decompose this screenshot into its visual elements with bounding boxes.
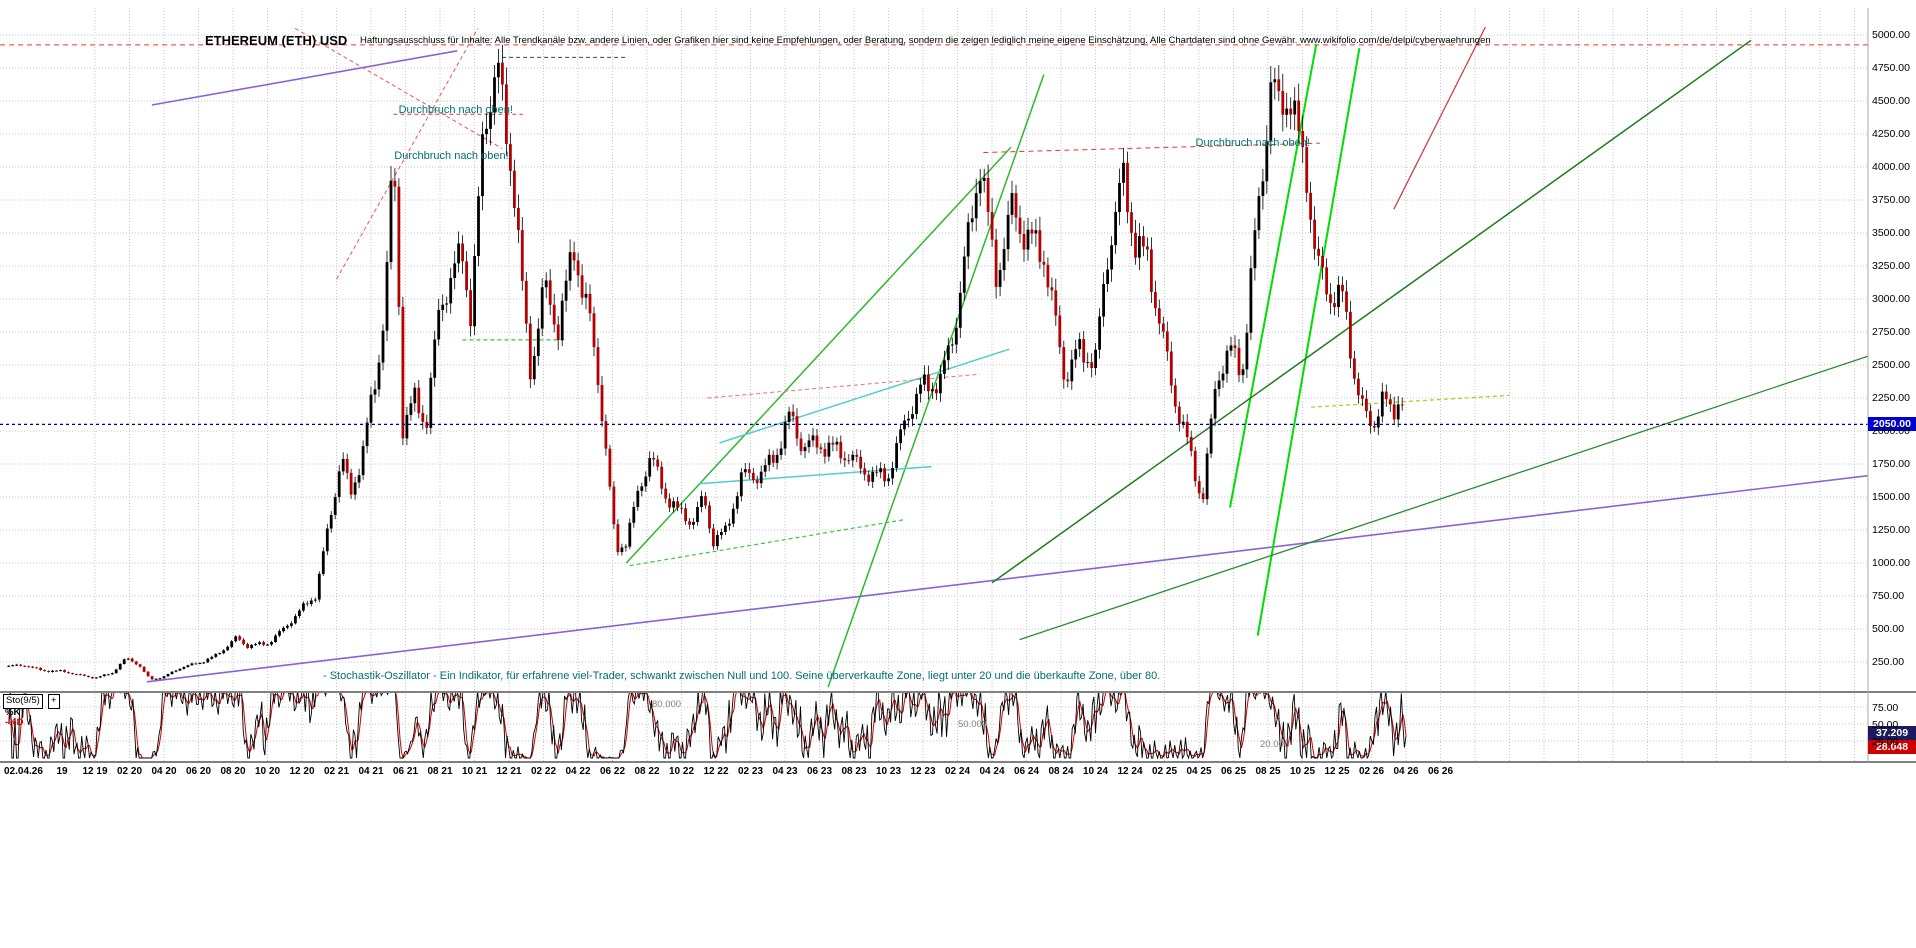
x-axis-tick: 02 22 — [530, 766, 557, 777]
x-axis-tick: 08 25 — [1255, 766, 1281, 777]
y-axis-tick: 1500.00 — [1872, 491, 1910, 503]
x-axis-tick: 12 21 — [496, 766, 522, 777]
stochastic-d-value-badge: 28.048 — [1868, 739, 1916, 754]
y-axis-tick: 500.00 — [1872, 623, 1905, 635]
stochastic-axis-tick: 25.00 — [1872, 736, 1899, 748]
y-axis-tick: 2750.00 — [1872, 326, 1910, 338]
y-axis-tick: 4250.00 — [1872, 128, 1910, 140]
y-axis-tick: 4500.00 — [1872, 95, 1910, 107]
x-axis-tick: 10 24 — [1082, 766, 1109, 777]
breakout-annotation: Durchbruch nach oben! — [394, 150, 509, 163]
x-axis-tick: 06 26 — [1427, 766, 1454, 777]
x-axis-tick: 12 20 — [289, 766, 315, 777]
x-axis-tick: 12 23 — [910, 766, 936, 777]
x-axis-tick: 02.04.26 — [4, 766, 43, 777]
y-axis-tick: 4000.00 — [1872, 161, 1910, 173]
y-axis-tick: 1750.00 — [1872, 458, 1910, 470]
disclaimer-text: Haftungsausschluss für Inhalte: Alle Tre… — [360, 35, 1491, 46]
y-axis-tick: 1000.00 — [1872, 557, 1910, 569]
x-axis-tick: 06 25 — [1220, 766, 1247, 777]
x-axis-tick: 12 19 — [82, 766, 108, 777]
x-axis-tick: 04 26 — [1393, 766, 1419, 777]
stochastic-k-line — [8, 693, 1407, 760]
x-axis-tick: 10 22 — [668, 766, 695, 777]
x-axis-tick: 06 20 — [185, 766, 212, 777]
x-axis-tick: 06 22 — [599, 766, 626, 777]
x-axis-tick: 06 23 — [806, 766, 833, 777]
x-axis-tick: 08 22 — [634, 766, 660, 777]
add-indicator-button[interactable]: + — [48, 694, 60, 709]
x-axis-tick: 19 — [56, 766, 68, 777]
stochastic-zone-label: 20.000 — [1260, 739, 1290, 751]
y-axis-tick: 3750.00 — [1872, 194, 1910, 206]
x-axis-tick: 12 25 — [1324, 766, 1350, 777]
x-axis-tick: 08 23 — [841, 766, 867, 777]
y-axis-tick: 3250.00 — [1872, 260, 1910, 272]
x-axis-tick: 04 22 — [565, 766, 591, 777]
x-axis-tick: 06 24 — [1013, 766, 1040, 777]
x-axis-tick: 02 26 — [1358, 766, 1385, 777]
y-axis-tick: 2500.00 — [1872, 359, 1910, 371]
y-axis-tick: 3000.00 — [1872, 293, 1910, 305]
x-axis-tick: 08 24 — [1048, 766, 1074, 777]
stochastic-k-value-badge: 37.209 — [1868, 725, 1916, 740]
x-axis-tick: 02 25 — [1151, 766, 1178, 777]
panel-borders — [0, 8, 1916, 763]
y-axis-tick: 2250.00 — [1872, 392, 1910, 404]
y-axis-tick: 1250.00 — [1872, 524, 1910, 536]
y-axis-tick: 2000.00 — [1872, 425, 1910, 437]
candlesticks — [7, 44, 1404, 680]
x-axis-tick: 02 23 — [737, 766, 764, 777]
x-axis-tick: 02 21 — [323, 766, 350, 777]
current-price-badge: 2050.00 — [1868, 417, 1916, 432]
y-axis-tick: 750.00 — [1872, 590, 1905, 602]
y-axis-tick: 5000.00 — [1872, 29, 1910, 41]
stochastic-axis-tick: 50.00 — [1872, 719, 1899, 731]
stochastic-zone-label: 50.000 — [958, 719, 988, 730]
x-axis-tick: 04 20 — [151, 766, 177, 777]
x-axis-tick: 10 20 — [254, 766, 281, 777]
stochastic-k-label: %K — [5, 707, 21, 718]
stochastic-zone-label: 80.000 — [652, 698, 682, 710]
x-axis-tick: 06 21 — [392, 766, 419, 777]
x-axis-tick: 12 22 — [703, 766, 729, 777]
stochastic-description: - Stochastik-Oszillator - Ein Indikator,… — [323, 670, 1161, 682]
y-axis-tick: 250.00 — [1872, 656, 1905, 668]
x-axis-tick: 04 25 — [1186, 766, 1212, 777]
stochastic-lines — [8, 693, 1407, 760]
trend-lines — [0, 26, 1868, 688]
breakout-annotation: Durchbruch nach oben! — [1195, 137, 1310, 150]
x-axis-tick: 10 21 — [461, 766, 488, 777]
x-axis-tick: 02 20 — [116, 766, 143, 777]
x-axis-tick: 04 23 — [772, 766, 798, 777]
x-axis-tick: 02 24 — [944, 766, 971, 777]
x-axis-tick: 12 24 — [1117, 766, 1143, 777]
stochastic-d-line — [8, 693, 1407, 760]
y-axis-tick: 4750.00 — [1872, 62, 1910, 74]
x-axis-tick: 04 24 — [979, 766, 1005, 777]
x-axis-tick: 08 20 — [220, 766, 246, 777]
stochastic-axis-tick: 75.00 — [1872, 702, 1899, 714]
stochastic-d-label: -%D — [5, 717, 24, 728]
x-axis-tick: 10 25 — [1289, 766, 1316, 777]
grid-lines — [0, 8, 1868, 762]
chart-title: ETHEREUM (ETH) USD — [205, 33, 348, 48]
breakout-annotation: Durchbruch nach oben! — [398, 104, 513, 117]
x-axis-tick: 08 21 — [427, 766, 453, 777]
x-axis-tick: 04 21 — [358, 766, 384, 777]
stochastic-indicator-label[interactable]: Sto(9/5) — [3, 694, 43, 709]
y-axis-tick: 3500.00 — [1872, 227, 1910, 239]
x-axis-tick: 10 23 — [875, 766, 902, 777]
